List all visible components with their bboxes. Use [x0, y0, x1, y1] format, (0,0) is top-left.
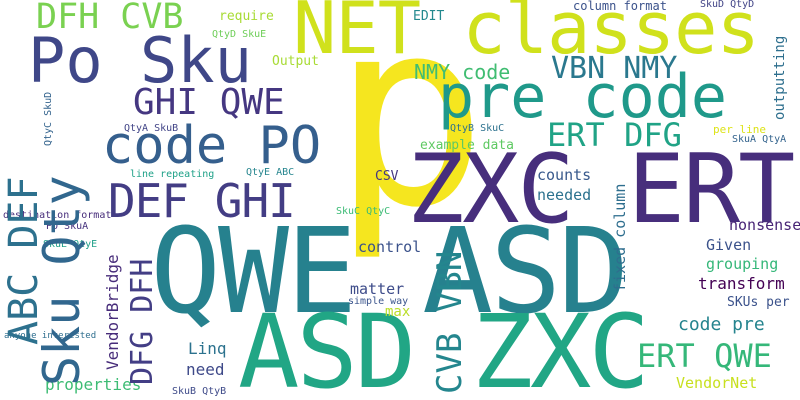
cloud-word: QtyE ABC [246, 167, 295, 178]
cloud-word: per line [713, 123, 766, 136]
cloud-word: DFG DFH [125, 258, 160, 385]
cloud-word: QWE ASD [150, 202, 629, 340]
cloud-word: ABC DEF [1, 176, 47, 345]
cloud-word: counts [537, 166, 592, 184]
cloud-word: VendorBridge [103, 254, 122, 370]
cloud-word: CVB VBN [430, 250, 470, 394]
cloud-word: QtyC SkuD [43, 91, 54, 146]
cloud-word: ZXC ERT [407, 135, 795, 245]
cloud-word: Output [272, 54, 319, 69]
cloud-word: p [332, 0, 488, 264]
cloud-word: VBN NMY [551, 51, 678, 86]
cloud-word: Po Sku [28, 24, 252, 97]
cloud-word: Given [706, 236, 752, 254]
cloud-word: nonsense [729, 216, 800, 234]
cloud-word: require [219, 9, 274, 24]
cloud-word: PO SkuA [46, 221, 89, 232]
cloud-word: matter [350, 280, 405, 298]
cloud-word: anyone interested [4, 331, 97, 341]
cloud-word: SkuB QtyB [172, 386, 227, 397]
cloud-word: line repeating [130, 169, 215, 180]
cloud-word: SkuD QtyD [700, 0, 755, 10]
cloud-word: QtyD SkuE [212, 29, 267, 40]
cloud-word: transform [698, 274, 785, 293]
cloud-word: column format [573, 0, 667, 13]
cloud-word: pre code [438, 62, 727, 132]
cloud-word: EDIT [413, 9, 445, 24]
cloud-word: SKUs per [727, 295, 790, 310]
cloud-word: QtyB SkuC [450, 123, 505, 134]
cloud-word: control [358, 238, 422, 256]
cloud-word: needed [537, 186, 592, 204]
cloud-word: ERT QWE [637, 337, 772, 375]
cloud-word: max [385, 304, 411, 320]
cloud-word: VendorNet [676, 374, 758, 392]
cloud-word: simple way [348, 296, 409, 307]
cloud-word: SkuA QtyA [732, 134, 787, 145]
cloud-word: NET classes [293, 0, 760, 70]
cloud-word: destination format [3, 210, 112, 221]
cloud-word: DEF GHI [108, 174, 296, 228]
cloud-word: example data [420, 138, 514, 153]
cloud-word: code pre [678, 314, 765, 335]
cloud-word: grouping [706, 255, 779, 273]
cloud-word: ASD ZXC [238, 293, 650, 400]
cloud-word: need [186, 360, 225, 379]
cloud-word: NMY code [414, 60, 511, 84]
cloud-word: SkuE QtyE [43, 239, 98, 250]
cloud-word: CSV [375, 169, 399, 184]
cloud-word: Linq [188, 339, 227, 358]
cloud-word: DFH CVB [36, 0, 184, 37]
cloud-word: ERT DFG [547, 116, 682, 154]
cloud-word: fixed column [611, 183, 629, 292]
cloud-word: QtyA SkuB [124, 123, 179, 134]
cloud-word: SkuC QtyC [336, 206, 391, 217]
cloud-word: code PO [102, 116, 322, 176]
cloud-word: GHI QWE [133, 82, 285, 123]
cloud-word: outputting [772, 35, 788, 120]
cloud-word: properties [45, 375, 142, 394]
